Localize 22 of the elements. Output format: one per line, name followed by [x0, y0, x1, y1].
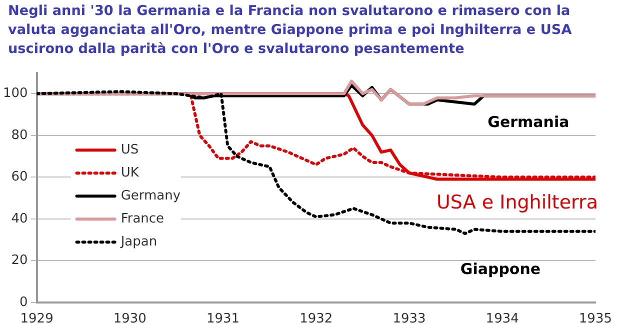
- y-tick-label: 0: [20, 294, 28, 310]
- y-tick-label: 80: [11, 128, 28, 143]
- legend-label: France: [120, 211, 164, 226]
- y-tick-label: 40: [11, 211, 28, 226]
- x-tick-label: 1935: [578, 312, 612, 327]
- legend-label: US: [120, 142, 139, 158]
- x-tick-label: 1931: [206, 312, 240, 327]
- legend-label: Germany: [120, 188, 181, 204]
- annotation: USA e Inghilterra: [436, 192, 598, 214]
- legend-label: Japan: [120, 234, 158, 250]
- annotation: Germania: [488, 113, 570, 132]
- y-tick-label: 100: [2, 86, 28, 102]
- y-tick-label: 20: [11, 253, 28, 268]
- x-tick-label: 1929: [20, 312, 54, 327]
- legend-label: UK: [120, 165, 140, 180]
- x-tick-label: 1932: [300, 312, 333, 327]
- x-tick-label: 1934: [486, 312, 519, 327]
- x-tick-label: 1930: [113, 312, 146, 327]
- annotation: Giappone: [460, 260, 541, 278]
- x-tick-label: 1933: [392, 312, 426, 327]
- chart-title: Negli anni '30 la Germania e la Francia non svalutarono e rimasero con la valuta agganciata all'Oro, mentre Giappone prima e poi Inghilterra e USA uscirono dalla parità con l'Oro e svalutarono pesantemente: [8, 2, 573, 59]
- y-tick-label: 60: [11, 170, 28, 185]
